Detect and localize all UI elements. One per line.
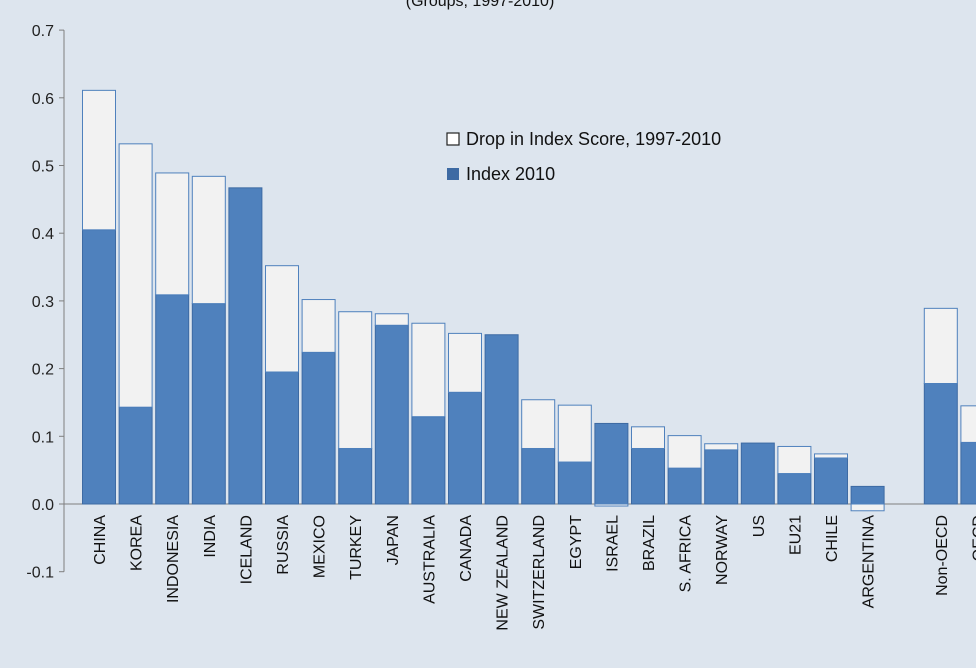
bar-index-2010 [777, 473, 812, 505]
bar-drop-in-index [960, 405, 976, 443]
category-label: Non-OECD [934, 515, 951, 596]
bar-drop-in-index [923, 307, 958, 384]
category-label: INDIA [202, 515, 219, 558]
chart-title-fragment: (Groups, 1997-2010) [406, 0, 555, 10]
bar-index-2010 [228, 187, 263, 505]
category-labels: CHINA KOREA INDONESIA INDIA ICELAND RUSSIA MEX… [92, 515, 976, 631]
bar-index-2010 [667, 467, 702, 505]
bar-index-2010 [448, 391, 482, 505]
bar-drop-in-index [411, 322, 446, 418]
y-tick-label: 0.3 [32, 294, 54, 311]
category-label: ICELAND [238, 515, 255, 584]
category-label: OECD [970, 515, 976, 561]
bar-drop-in-index [265, 265, 299, 373]
y-tick-label: 0.7 [32, 23, 54, 40]
bar-index-2010 [484, 334, 519, 505]
category-label: CHILE [824, 515, 841, 562]
bar-index-2010 [265, 371, 299, 505]
category-label: KOREA [129, 515, 146, 571]
bar-drop-in-index [557, 404, 592, 463]
bar-index-2010 [82, 229, 116, 505]
bar-index-2010 [923, 382, 958, 505]
bar-drop-in-index [82, 89, 116, 231]
bar-drop-in-index [338, 311, 373, 449]
bars [82, 89, 976, 512]
bar-drop-in-index [448, 332, 482, 393]
bar-drop-in-index [118, 143, 153, 408]
category-label: INDONESIA [165, 515, 182, 603]
bar-drop-in-index [521, 399, 556, 449]
category-label: TURKEY [348, 515, 365, 580]
category-label: MEXICO [312, 515, 329, 578]
legend-swatch-drop [446, 132, 460, 146]
y-tick-label: 0.2 [32, 362, 54, 379]
bar-drop-in-index [814, 453, 848, 459]
bar-drop-in-index [631, 426, 665, 449]
category-label: EU21 [787, 515, 804, 555]
category-label: JAPAN [385, 515, 402, 565]
category-label: AUSTRALIA [421, 515, 438, 604]
bar-index-2010 [557, 461, 592, 505]
bar-drop-in-index [667, 435, 702, 469]
category-label: SWITZERLAND [531, 515, 548, 630]
bar-drop-in-index [777, 445, 812, 475]
category-label: RUSSIA [275, 515, 292, 575]
bar-drop-in-index [850, 503, 885, 512]
category-label: NEW ZEALAND [495, 515, 512, 631]
bar-index-2010 [594, 422, 629, 505]
y-tick-label: 0.5 [32, 159, 54, 176]
bar-index-2010 [301, 351, 336, 505]
category-label: S. AFRICA [678, 515, 695, 593]
category-label: CANADA [458, 515, 475, 582]
category-label: US [751, 515, 768, 537]
bar-drop-in-index [301, 299, 336, 353]
y-tick-label: 0.1 [32, 429, 54, 446]
bar-index-2010 [631, 447, 665, 505]
bar-index-2010 [118, 406, 153, 505]
category-label: EGYPT [568, 515, 585, 569]
bar-index-2010 [374, 324, 409, 505]
y-tick-label: 0.4 [32, 226, 54, 243]
bar-index-2010 [814, 457, 848, 505]
bar-index-2010 [411, 416, 446, 505]
category-label: ARGENTINA [861, 515, 878, 609]
y-tick-label: -0.1 [26, 565, 54, 582]
y-tick-label: 0.6 [32, 91, 54, 108]
bar-drop-in-index [191, 175, 226, 305]
bar-drop-in-index [594, 503, 629, 507]
bar-drop-in-index [155, 172, 190, 296]
bar-index-2010 [704, 449, 739, 505]
y-tick-label: 0.0 [32, 497, 54, 514]
legend-label-drop: Drop in Index Score, 1997-2010 [466, 129, 721, 149]
legend-label-index: Index 2010 [466, 164, 555, 184]
bar-index-2010 [155, 294, 190, 505]
category-label: BRAZIL [641, 515, 658, 571]
bar-index-2010 [850, 485, 885, 505]
bar-index-2010 [740, 442, 775, 505]
legend: Drop in Index Score, 1997-2010 Index 201… [446, 129, 721, 184]
legend-swatch-index [447, 168, 459, 180]
bar-index-2010 [521, 447, 556, 505]
category-label: NORWAY [714, 515, 731, 585]
bar-drop-in-index [374, 313, 409, 326]
bar-index-2010 [191, 303, 226, 505]
bar-drop-in-index [704, 443, 739, 451]
category-label: ISRAEL [604, 515, 621, 572]
bar-index-2010 [338, 447, 373, 505]
category-label: CHINA [92, 515, 109, 565]
bar-index-2010 [960, 441, 976, 505]
